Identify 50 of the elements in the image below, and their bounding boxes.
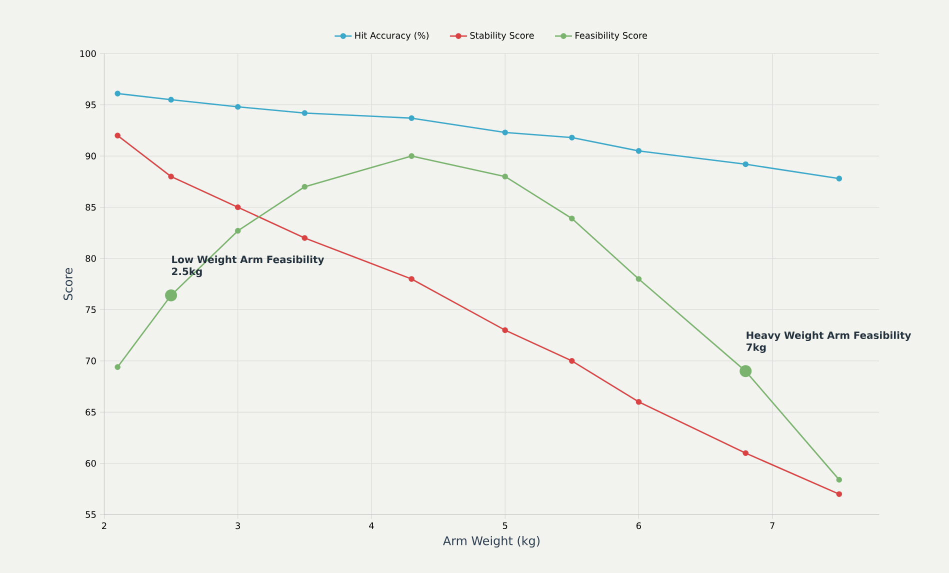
- point: [742, 450, 749, 456]
- x-tick-label: 2: [102, 522, 106, 530]
- point: [742, 161, 749, 168]
- point: [502, 130, 508, 136]
- legend-label: Hit Accuracy (%): [355, 32, 429, 41]
- point: [836, 176, 842, 182]
- point: [836, 491, 842, 498]
- legend-label: Stability Score: [470, 32, 534, 41]
- point: [408, 153, 414, 159]
- y-tick-label: 60: [86, 460, 96, 467]
- point: [636, 148, 642, 154]
- y-tick-label: 80: [86, 255, 96, 262]
- y-tick-label: 55: [86, 511, 96, 518]
- y-tick-label: 70: [86, 358, 96, 364]
- x-tick-label: 7: [770, 522, 774, 529]
- x-tick-label: 3: [236, 522, 240, 530]
- x-axis-title: Arm Weight (kg): [443, 536, 540, 548]
- y-tick-label: 75: [86, 306, 96, 314]
- x-tick-label: 6: [636, 522, 642, 530]
- point: [168, 174, 174, 180]
- point: [168, 96, 174, 103]
- point: [636, 276, 642, 282]
- legend-label: Feasibility Score: [576, 32, 648, 41]
- y-tick-label: 100: [80, 50, 96, 57]
- y-tick-label: 95: [86, 101, 96, 108]
- point: [836, 476, 842, 483]
- point: [114, 364, 120, 370]
- point: [234, 228, 241, 234]
- point: [636, 399, 642, 405]
- annotation: Heavy Weight Arm Feasibility 7kg: [746, 331, 912, 353]
- point: [114, 90, 120, 96]
- point: [114, 132, 120, 138]
- point: [502, 327, 508, 334]
- point: [569, 134, 575, 140]
- point: [408, 115, 414, 122]
- point: [569, 216, 575, 222]
- y-tick-label: 65: [86, 408, 96, 416]
- point: [302, 184, 308, 190]
- y-axis-title: Score: [63, 268, 73, 300]
- point: [234, 104, 241, 110]
- point: [408, 276, 414, 282]
- y-tick-label: 90: [86, 152, 96, 160]
- point: [234, 204, 241, 210]
- point: [569, 358, 575, 364]
- x-tick-label: 5: [502, 522, 508, 530]
- x-tick-label: 4: [369, 522, 374, 529]
- y-tick-label: 85: [86, 204, 96, 211]
- point: [502, 174, 508, 180]
- point: [302, 110, 308, 116]
- point: [302, 235, 308, 241]
